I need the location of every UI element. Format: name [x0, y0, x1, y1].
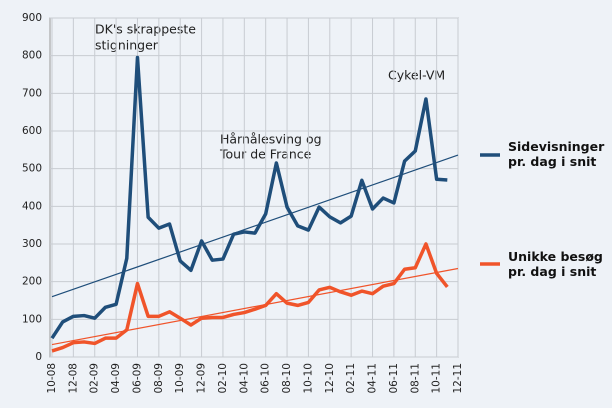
- annotation: stigninger: [95, 38, 159, 53]
- trend-line: [51, 267, 459, 346]
- y-tick-label: 200: [22, 276, 42, 288]
- x-tick-label: 02-09: [89, 363, 101, 394]
- annotation: Cykel-VM: [388, 68, 445, 83]
- x-tick-label: 02-10: [217, 363, 229, 394]
- legend-label: Sidevisninger pr. dag i snit: [508, 139, 605, 169]
- x-tick-label: 06-10: [260, 363, 272, 394]
- annotation: DK's skrappeste: [95, 22, 196, 37]
- y-tick-label: 600: [22, 125, 42, 137]
- y-tick-label: 300: [22, 238, 42, 250]
- x-tick-label: 06-11: [388, 363, 400, 394]
- y-tick-label: 500: [22, 163, 42, 175]
- x-tick-label: 12-08: [67, 363, 79, 394]
- series-line: [51, 242, 449, 353]
- x-tick-label: 12-09: [196, 363, 208, 394]
- annotation: Hårnålesving og: [220, 132, 322, 147]
- x-tick-label: 10-11: [431, 363, 443, 394]
- y-tick-label: 700: [22, 87, 42, 99]
- y-tick-label: 800: [22, 50, 42, 62]
- x-tick-label: 12-11: [452, 363, 464, 394]
- x-tick-label: 02-11: [345, 363, 357, 394]
- x-tick-label: 04-09: [110, 363, 122, 394]
- trend-line: [51, 154, 459, 298]
- x-tick-label: 10-09: [174, 363, 186, 394]
- series-line: [50, 55, 448, 340]
- x-tick-label: 10-10: [302, 363, 314, 394]
- legend-label: Unikke besøg pr. dag i snit: [508, 249, 603, 279]
- x-tick-label: 06-09: [131, 363, 143, 394]
- x-tick-label: 08-11: [409, 363, 421, 394]
- y-tick-label: 400: [22, 200, 42, 212]
- x-tick-label: 04-11: [367, 363, 379, 394]
- x-tick-label: 08-10: [281, 363, 293, 394]
- y-tick-label: 900: [22, 12, 42, 24]
- x-tick-label: 10-08: [46, 363, 58, 394]
- y-tick-label: 100: [22, 313, 42, 325]
- x-tick-label: 04-10: [238, 363, 250, 394]
- y-tick-label: 0: [35, 351, 42, 363]
- x-tick-label: 08-09: [153, 363, 165, 394]
- x-tick-label: 12-10: [324, 363, 336, 394]
